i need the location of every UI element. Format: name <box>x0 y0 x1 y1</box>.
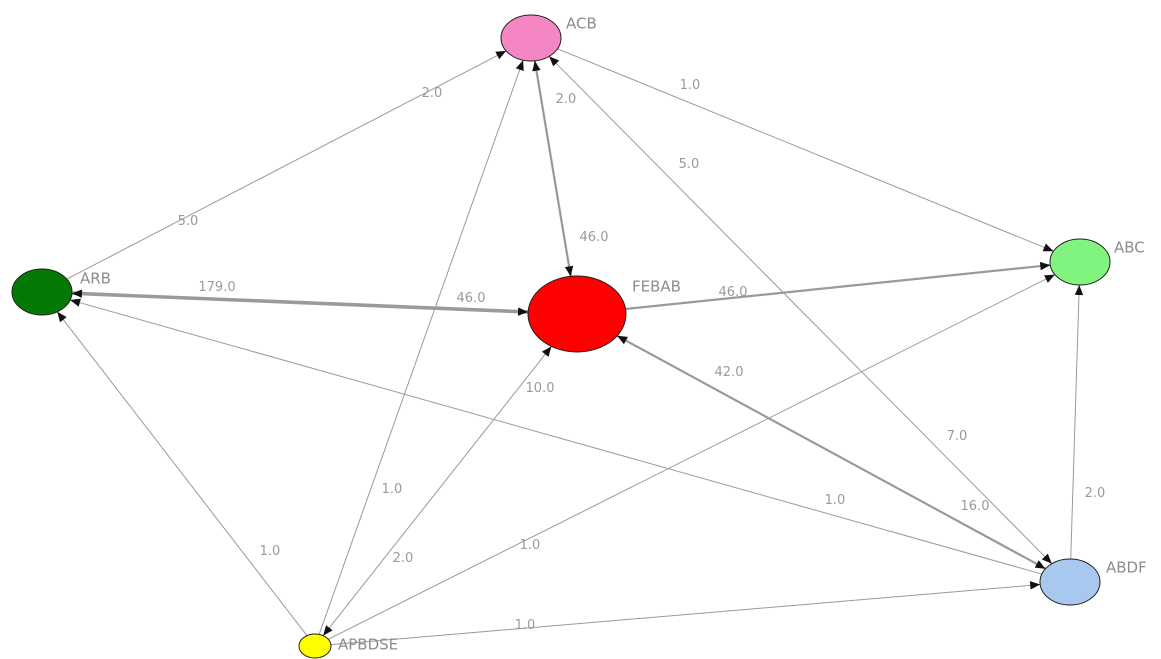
node-label-apbdse: APBDSE <box>338 636 398 654</box>
edge-apbdse-arb <box>56 311 308 637</box>
edge-weight-label-apbdse-abdf: 1.0 <box>515 618 536 633</box>
arrowhead-apbdse-acb-to-acb <box>515 60 524 72</box>
arrowhead-febab-abdf-to-abdf <box>1034 560 1046 569</box>
edge-weight-label-apbdse-arb: 1.0 <box>260 544 281 559</box>
labels-layer: 5.0 2.0 1.0 2.0 46.0 7.0 5.0 46.0 179.0 46.0 42.0 1… <box>80 15 1147 654</box>
edge-apbdse-febab <box>322 345 552 637</box>
edge-weight-label-acb-febab-source: 2.0 <box>556 92 577 107</box>
edge-weight-label-abdf-abc: 2.0 <box>1085 486 1106 501</box>
edge-abdf-arb <box>69 299 1043 575</box>
edge-apbdse-abc <box>327 274 1056 640</box>
edge-apbdse-acb <box>318 59 524 635</box>
edges-layer <box>56 48 1080 646</box>
node-abc[interactable] <box>1049 238 1111 286</box>
edge-weight-label-febab-arb-source: 46.0 <box>457 291 486 306</box>
node-label-acb: ACB <box>566 15 597 33</box>
edge-weight-label-arb-acb-source: 5.0 <box>178 214 199 229</box>
node-label-abdf: ABDF <box>1106 559 1147 577</box>
arrowheads-layer <box>57 50 1084 636</box>
arrowhead-febab-arb-to-febab <box>517 307 529 316</box>
arrowhead-apbdse-arb-to-arb <box>57 311 67 323</box>
edge-weight-label-febab-abdf-source: 42.0 <box>715 365 744 380</box>
arrowhead-apbdse-febab-to-apbdse <box>323 625 333 636</box>
edge-weight-label-febab-abdf-target: 16.0 <box>961 499 990 514</box>
node-apbdse[interactable] <box>298 633 332 659</box>
edge-weight-label-apbdse-abc: 1.0 <box>520 538 541 553</box>
arrowhead-acb-abc-to-abc <box>1042 243 1054 252</box>
arrowhead-apbdse-abdf-to-abdf <box>1029 581 1041 590</box>
edge-febab-abdf <box>616 334 1047 570</box>
edge-weight-label-abdf-acb-target: 5.0 <box>679 157 700 172</box>
arrowhead-abdf-acb-to-acb <box>549 56 560 67</box>
edge-weight-label-apbdse-febab-source: 2.0 <box>393 551 414 566</box>
node-febab[interactable] <box>527 275 627 353</box>
edge-abdf-acb <box>548 55 1053 565</box>
arrowhead-abdf-arb-to-arb <box>70 298 81 307</box>
edge-weight-label-apbdse-acb: 1.0 <box>382 482 403 497</box>
node-acb[interactable] <box>500 14 562 62</box>
edge-febab-abc <box>624 263 1052 311</box>
arrowhead-abdf-acb-to-abdf <box>1041 553 1052 564</box>
edge-acb-abc <box>556 48 1055 252</box>
edge-weight-label-febab-abc: 46.0 <box>719 285 748 300</box>
arrowhead-acb-febab-to-febab <box>564 265 574 277</box>
node-arb[interactable] <box>11 268 73 316</box>
edge-weight-label-arb-acb-target: 2.0 <box>422 86 443 101</box>
edge-weight-label-acb-febab-target: 46.0 <box>580 230 609 245</box>
node-abdf[interactable] <box>1039 558 1101 606</box>
edge-abdf-abc <box>1070 284 1080 560</box>
arrowhead-arb-acb-to-acb <box>495 50 507 60</box>
arrowhead-febab-abdf-to-febab <box>617 335 628 345</box>
arrowhead-apbdse-febab-to-febab <box>541 346 552 357</box>
edge-weight-label-abdf-acb-source: 7.0 <box>947 429 968 444</box>
node-label-arb: ARB <box>80 270 111 288</box>
arrowhead-febab-abc-to-abc <box>1039 261 1051 271</box>
edge-apbdse-abdf <box>330 584 1041 646</box>
edge-weight-label-apbdse-febab-target: 10.0 <box>526 381 555 396</box>
edge-weight-label-febab-arb-target: 179.0 <box>198 280 235 295</box>
arrowhead-abdf-abc-to-abc <box>1074 284 1084 296</box>
node-label-febab: FEBAB <box>632 278 681 296</box>
arrowhead-febab-arb-to-arb <box>71 289 83 298</box>
node-label-abc: ABC <box>1114 239 1145 257</box>
edge-arb-acb <box>66 50 507 280</box>
edge-acb-febab <box>533 59 572 278</box>
nodes-layer <box>11 14 1111 659</box>
edge-weight-label-acb-abc: 1.0 <box>680 78 701 93</box>
arrowhead-acb-febab-to-acb <box>532 60 541 72</box>
edge-weight-label-abdf-arb: 1.0 <box>825 493 846 508</box>
edge-febab-arb <box>70 291 530 314</box>
arrowhead-apbdse-abc-to-abc <box>1044 274 1055 283</box>
